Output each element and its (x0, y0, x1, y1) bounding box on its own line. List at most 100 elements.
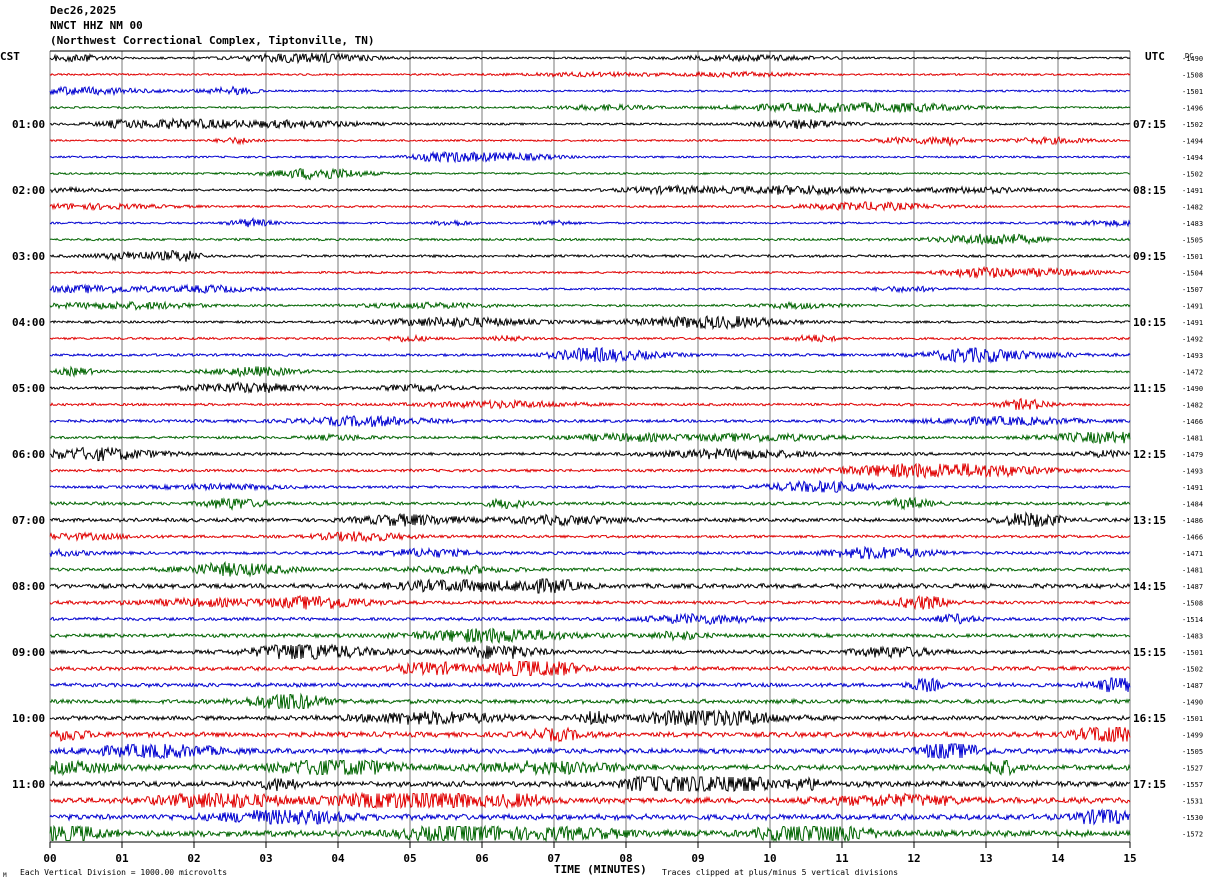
dc-offset-label: -1493 (1182, 352, 1203, 360)
trace-line-28 (49, 511, 1131, 528)
right-timezone-label: UTC (1145, 50, 1165, 63)
x-tick-label: 02 (187, 852, 200, 865)
location-label: (Northwest Correctional Complex, Tiptonv… (50, 34, 375, 47)
x-tick-label: 04 (331, 852, 345, 865)
x-axis-label: TIME (MINUTES) (554, 863, 647, 876)
trace-line-33 (49, 594, 1131, 611)
trace-line-21 (49, 397, 1131, 411)
trace-line-37 (49, 661, 1131, 677)
trace-line-8 (49, 184, 1131, 197)
dc-offset-label: -1481 (1182, 567, 1203, 575)
dc-offset-label: -1466 (1182, 418, 1203, 426)
cst-hour-label: 05:00 (12, 382, 45, 395)
utc-hour-label: 09:15 (1133, 250, 1166, 263)
trace-line-39 (49, 692, 1131, 710)
trace-line-13 (49, 265, 1131, 280)
dc-offset-label: -1471 (1182, 550, 1203, 558)
dc-offset-label: -1508 (1182, 600, 1203, 608)
x-tick-label: 11 (835, 852, 849, 865)
trace-line-6 (49, 150, 1131, 164)
cst-time-labels: 01:00 02:00 03:00 04:00 05:00 06:00 07:00 08:00… (12, 118, 45, 791)
x-tick-label: 15 (1123, 852, 1136, 865)
dc-offset-label: -1496 (1182, 105, 1203, 113)
dc-offset-label: -1490 (1182, 699, 1203, 707)
dc-offset-label: -1505 (1182, 748, 1203, 756)
dc-offset-labels: -1490 -1508 -1501 -1496 -1502 -1494 -1494 -1502… (1182, 55, 1203, 839)
left-timezone-label: CST (0, 50, 20, 63)
trace-line-27 (49, 496, 1131, 511)
trace-line-4 (49, 117, 1131, 130)
cst-hour-label: 04:00 (12, 316, 45, 329)
trace-line-2 (49, 85, 1131, 97)
cst-hour-label: 09:00 (12, 646, 45, 659)
dc-offset-label: -1501 (1182, 253, 1203, 261)
dc-offset-label: -1501 (1182, 649, 1203, 657)
trace-line-41 (49, 726, 1131, 743)
dc-offset-label: -1487 (1182, 583, 1203, 591)
x-tick-label: 05 (403, 852, 416, 865)
dc-offset-label: -1557 (1182, 781, 1203, 789)
x-tick-label: 03 (259, 852, 272, 865)
trace-line-43 (49, 758, 1131, 777)
dc-offset-label: -1487 (1182, 682, 1203, 690)
utc-hour-label: 12:15 (1133, 448, 1166, 461)
station-label: NWCT HHZ NM 00 (50, 19, 143, 32)
trace-line-12 (49, 250, 1131, 262)
utc-hour-label: 15:15 (1133, 646, 1166, 659)
cst-hour-label: 06:00 (12, 448, 45, 461)
trace-line-25 (49, 462, 1131, 480)
corner-mark: M (3, 872, 7, 879)
trace-line-20 (49, 381, 1131, 394)
footer-scale-note: Each Vertical Division = 1000.00 microvo… (20, 868, 227, 877)
dc-offset-label: -1494 (1182, 154, 1203, 162)
utc-hour-label: 16:15 (1133, 712, 1166, 725)
trace-line-26 (49, 479, 1131, 493)
trace-line-14 (49, 283, 1130, 295)
dc-offset-label: -1482 (1182, 204, 1203, 212)
utc-time-labels: 07:15 08:15 09:15 10:15 11:15 12:15 13:15 14:15… (1133, 118, 1166, 791)
dc-offset-label: -1514 (1182, 616, 1203, 624)
trace-line-47 (49, 824, 1131, 843)
dc-offset-label: -1484 (1182, 501, 1203, 509)
trace-line-36 (49, 643, 1131, 660)
trace-line-7 (49, 167, 1131, 181)
x-tick-label: 01 (115, 852, 129, 865)
trace-line-46 (49, 808, 1131, 826)
dc-offset-label: -1505 (1182, 237, 1203, 245)
dc-offset-label: -1479 (1182, 451, 1203, 459)
dc-offset-label: -1492 (1182, 336, 1203, 344)
utc-hour-label: 08:15 (1133, 184, 1166, 197)
dc-offset-label: -1490 (1182, 385, 1203, 393)
cst-hour-label: 02:00 (12, 184, 45, 197)
dc-offset-label: -1472 (1182, 369, 1203, 377)
trace-line-9 (49, 201, 1131, 212)
dc-offset-label: -1502 (1182, 171, 1203, 179)
dc-offset-label: -1493 (1182, 468, 1203, 476)
dc-offset-label: -1502 (1182, 666, 1203, 674)
utc-hour-label: 10:15 (1133, 316, 1166, 329)
trace-line-24 (49, 446, 1131, 462)
dc-offset-label: -1508 (1182, 72, 1203, 80)
utc-hour-label: 14:15 (1133, 580, 1166, 593)
trace-line-5 (49, 135, 1130, 148)
seismic-traces (49, 51, 1131, 843)
dc-offset-label: -1527 (1182, 765, 1203, 773)
dc-offset-label: -1502 (1182, 121, 1203, 129)
dc-offset-label: -1491 (1182, 319, 1203, 327)
dc-offset-label: -1466 (1182, 534, 1203, 542)
cst-hour-label: 01:00 (12, 118, 45, 131)
trace-line-10 (49, 216, 1131, 228)
trace-line-15 (49, 300, 1131, 311)
trace-line-3 (49, 101, 1131, 114)
dc-offset-label: -1491 (1182, 187, 1203, 195)
x-tick-label: 06 (475, 852, 489, 865)
dc-offset-label: -1482 (1182, 402, 1203, 410)
cst-hour-label: 07:00 (12, 514, 45, 527)
dc-offset-label: -1504 (1182, 270, 1203, 278)
dc-offset-label: -1494 (1182, 138, 1203, 146)
utc-hour-label: 13:15 (1133, 514, 1166, 527)
trace-line-19 (49, 365, 1131, 378)
trace-line-45 (49, 791, 1131, 810)
dc-header-label: DC (1185, 52, 1193, 60)
